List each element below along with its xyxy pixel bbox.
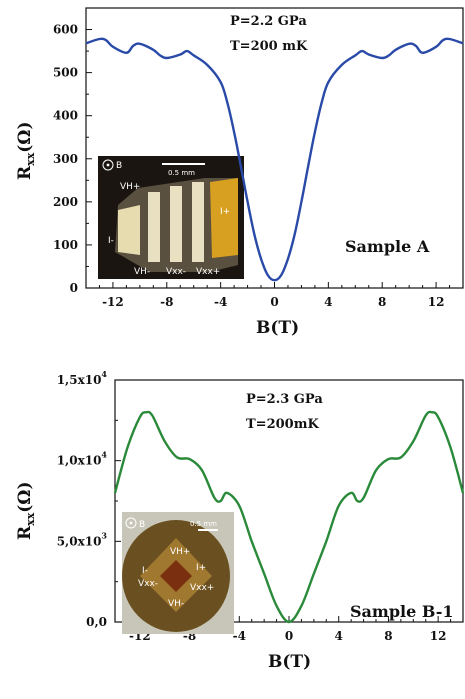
y-axis-ticks-b: 0,0 5,0x103 1,0x104 1,5x104: [57, 369, 121, 629]
photo-label-iminus-a: I-: [108, 236, 114, 246]
x-tick-label: 0: [270, 295, 278, 309]
x-tick-label: -12: [102, 295, 124, 309]
field-direction-dot-a: [106, 163, 110, 167]
photo-label-iplus-b: I+: [196, 563, 206, 573]
y-tick-label: 200: [53, 195, 78, 209]
inset-photo-a: 0.5 mm B VH+ VH- Vxx- Vxx+ I- I+: [98, 156, 244, 279]
inset-photo-b: 0.5 mm B VH+ VH- Vxx- Vxx+ I- I+: [122, 512, 234, 634]
photo-label-vhminus-a: VH-: [134, 267, 150, 277]
y-tick-label: 5,0x103: [57, 530, 108, 548]
y-tick-label: 300: [53, 152, 78, 166]
y-axis-title-a: Rxx(Ω): [15, 122, 37, 181]
annotation-pressure-b: P=2.3 GPa: [246, 392, 323, 407]
y-tick-label: 400: [53, 109, 78, 123]
photo-label-vhplus-b: VH+: [170, 547, 190, 557]
x-tick-label: 8: [384, 629, 392, 643]
y-tick-label: 0,0: [86, 615, 107, 629]
annotation-temperature-b: T=200mK: [246, 417, 319, 432]
photo-label-vxxplus-b: Vxx+: [190, 583, 214, 593]
contact-stripe: [192, 182, 204, 262]
scale-bar-label-b: 0.5 mm: [190, 520, 217, 528]
y-tick-label: 500: [53, 66, 78, 80]
y-tick-label: 1,5x104: [57, 369, 108, 387]
field-direction-dot-b: [129, 521, 133, 525]
y-axis-title-b: Rxx(Ω): [15, 482, 37, 541]
sample-center-b: [160, 560, 192, 592]
x-tick-label: -4: [233, 629, 246, 643]
y-tick-label: 1,0x104: [57, 450, 108, 468]
photo-label-vxxplus-a: Vxx+: [196, 267, 220, 277]
x-axis-title-a: B(T): [256, 318, 299, 338]
y-tick-label: 100: [53, 238, 78, 252]
photo-label-vhplus-a: VH+: [120, 182, 140, 192]
x-tick-label: 0: [285, 629, 293, 643]
x-axis-ticks-a: -12 -8 -4 0 4 8 12: [85, 282, 464, 309]
contact-stripe: [148, 192, 160, 262]
annotation-temperature-a: T=200 mK: [230, 39, 308, 54]
x-tick-label: 12: [428, 295, 445, 309]
field-direction-icon-a: [102, 159, 114, 171]
photo-label-b-a: B: [116, 161, 122, 171]
y-axis-ticks-a: 0 100 200 300 400 500 600: [53, 23, 92, 295]
contact-stripe: [170, 186, 182, 262]
sample-label-b: Sample B-1: [350, 602, 453, 621]
sample-label-a: Sample A: [345, 237, 430, 256]
x-tick-label: 4: [324, 295, 332, 309]
photo-label-vxxminus-a: Vxx-: [166, 267, 186, 277]
y-tick-label: 600: [53, 23, 78, 37]
field-direction-icon-b: [125, 517, 137, 529]
x-tick-label: -4: [214, 295, 227, 309]
x-tick-label: 8: [378, 295, 386, 309]
x-tick-label: -8: [160, 295, 173, 309]
annotation-pressure-a: P=2.2 GPa: [230, 14, 307, 29]
data-line-a: [85, 37, 464, 282]
contact-pad: [210, 178, 238, 258]
data-line-b: [113, 410, 465, 624]
contact-pad: [118, 205, 140, 255]
x-axis-title-b: B(T): [268, 652, 311, 672]
chart-panel-a: 0 100 200 300 400 500 600 -12 -8 -4 0 4 8 12 0.5 mm …: [15, 7, 464, 338]
photo-label-iminus-b: I-: [142, 566, 148, 576]
x-tick-label: 4: [335, 629, 343, 643]
photo-label-vhminus-b: VH-: [168, 599, 184, 609]
photo-label-b-b: B: [139, 520, 145, 530]
photo-label-iplus-a: I+: [220, 207, 230, 217]
photo-label-vxxminus-b: Vxx-: [138, 579, 158, 589]
x-tick-label: 12: [430, 629, 447, 643]
y-tick-label: 0: [70, 281, 78, 295]
scale-bar-label-a: 0.5 mm: [168, 169, 195, 177]
